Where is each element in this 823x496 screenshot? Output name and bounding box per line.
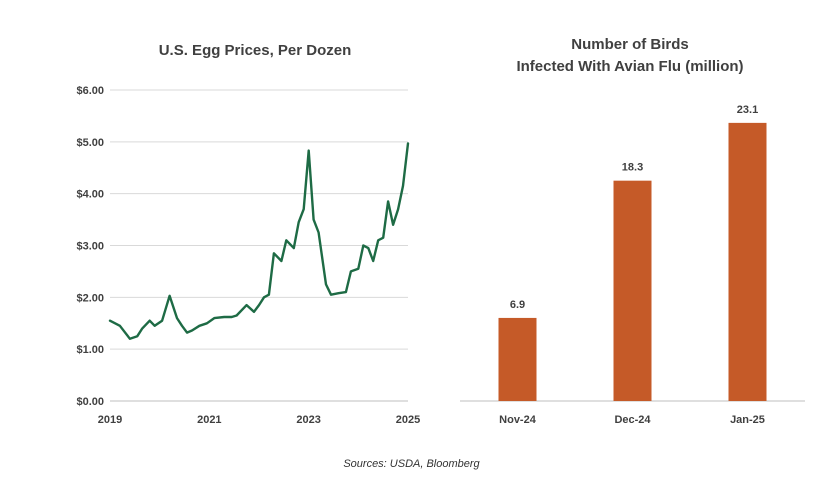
bar-chart-title-line-1: Number of Birds: [571, 36, 689, 53]
line-chart-x-tick-labels: 2019 2021 2023 2025: [98, 414, 420, 426]
x-tick-label: 2021: [197, 414, 221, 426]
y-tick-label: $6.00: [76, 85, 104, 97]
x-tick-label: 2025: [396, 414, 420, 426]
bar-category-label: Jan-25: [730, 414, 765, 426]
bar-category-label: Dec-24: [614, 414, 651, 426]
y-tick-label: $5.00: [76, 137, 104, 149]
bar-chart-bars: [498, 122, 767, 401]
line-chart-series: [108, 142, 410, 340]
y-tick-label: $3.00: [76, 241, 104, 253]
y-tick-label: $4.00: [76, 189, 104, 201]
bar-value-label: 18.3: [622, 162, 643, 174]
egg-price-series-line: [108, 142, 410, 340]
bar-chart-title: Number of Birds Infected With Avian Flu …: [460, 34, 800, 78]
y-tick-label: $0.00: [76, 396, 104, 408]
bar-chart-value-labels: 6.9 18.3 23.1: [510, 104, 758, 311]
line-chart-title: U.S. Egg Prices, Per Dozen: [158, 42, 352, 59]
bar: [498, 317, 537, 401]
x-tick-label: 2023: [296, 414, 320, 426]
source-note: Sources: USDA, Bloomberg: [343, 458, 480, 470]
bar-category-label: Nov-24: [499, 414, 537, 426]
bar: [728, 122, 767, 401]
x-tick-label: 2019: [98, 414, 122, 426]
bar-chart-category-labels: Nov-24 Dec-24 Jan-25: [499, 414, 765, 426]
bar-value-label: 6.9: [510, 299, 525, 311]
bar: [613, 180, 652, 401]
y-tick-label: $1.00: [76, 344, 104, 356]
y-tick-label: $2.00: [76, 292, 104, 304]
bar-chart-title-line-2: Infected With Avian Flu (million): [516, 58, 744, 75]
bar-value-label: 23.1: [737, 104, 758, 116]
line-chart-y-tick-labels: $0.00 $1.00 $2.00 $3.00 $4.00 $5.00 $6.00: [76, 85, 104, 408]
line-chart-gridlines: [110, 89, 408, 402]
